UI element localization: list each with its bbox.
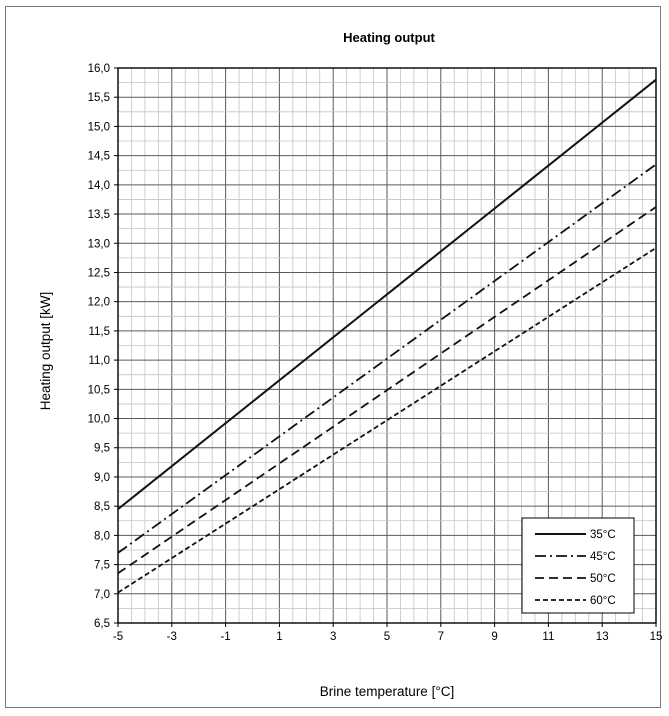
legend-label-1: 35°C [590,529,616,541]
x-tick-label: 7 [438,631,444,643]
series-lines [117,78,657,594]
chart-frame [5,6,661,708]
x-tick-label: -1 [220,631,230,643]
y-tick-label: 8,0 [94,530,110,542]
y-tick-label: 11,0 [88,355,110,367]
legend-box [521,517,635,614]
y-tick-label: 16,0 [88,63,110,75]
y-tick-label: 8,5 [94,501,110,513]
series-line-3 [117,206,657,575]
y-tick-label: 14,0 [88,180,110,192]
legend-label-2: 45°C [590,551,616,563]
y-tick-label: 10,5 [88,384,110,396]
x-axis-label: Brine temperature [°C] [320,684,454,699]
x-tick-label: 13 [596,631,609,643]
y-tick-label: 11,5 [88,326,110,338]
series-line-1 [117,78,657,510]
x-tick-label: 11 [542,631,554,643]
y-tick-label: 15,0 [88,121,110,133]
grid [117,67,657,624]
y-tick-label: 7,5 [94,560,110,572]
x-tick-label: 15 [650,631,663,643]
y-tick-label: 7,0 [94,589,110,601]
chart-title: Heating output [343,30,435,45]
y-tick-label: 12,0 [88,297,110,309]
y-tick-label: 13,5 [88,209,110,221]
y-tick-label: 9,0 [94,472,110,484]
y-axis-ticks: 6,5 7,0 7,5 8,0 8,5 9,0 9,5 10,0 10,5 11,0 11,5 12,… [88,63,118,630]
y-tick-label: 9,5 [94,443,110,455]
x-tick-label: -5 [113,631,123,643]
y-tick-label: 13,0 [88,238,110,250]
legend-label-3: 50°C [590,573,616,585]
y-tick-label: 10,0 [88,414,110,426]
x-tick-label: 1 [276,631,282,643]
y-tick-label: 15,5 [88,92,110,104]
y-axis-label: Heating output [kW] [38,292,53,411]
x-tick-label: 5 [384,631,390,643]
x-axis-ticks: -5 -3 -1 1 3 5 7 9 11 13 15 [113,623,663,643]
y-tick-label: 12,5 [88,267,110,279]
x-tick-label: 3 [330,631,336,643]
x-tick-label: 9 [491,631,497,643]
legend: 35°C 45°C 50°C 60°C [521,517,635,614]
series-line-4 [117,247,657,594]
legend-label-4: 60°C [590,595,616,607]
x-tick-label: -3 [167,631,177,643]
y-tick-label: 6,5 [94,618,110,630]
series-line-2 [117,163,657,554]
y-tick-label: 14,5 [88,151,110,163]
